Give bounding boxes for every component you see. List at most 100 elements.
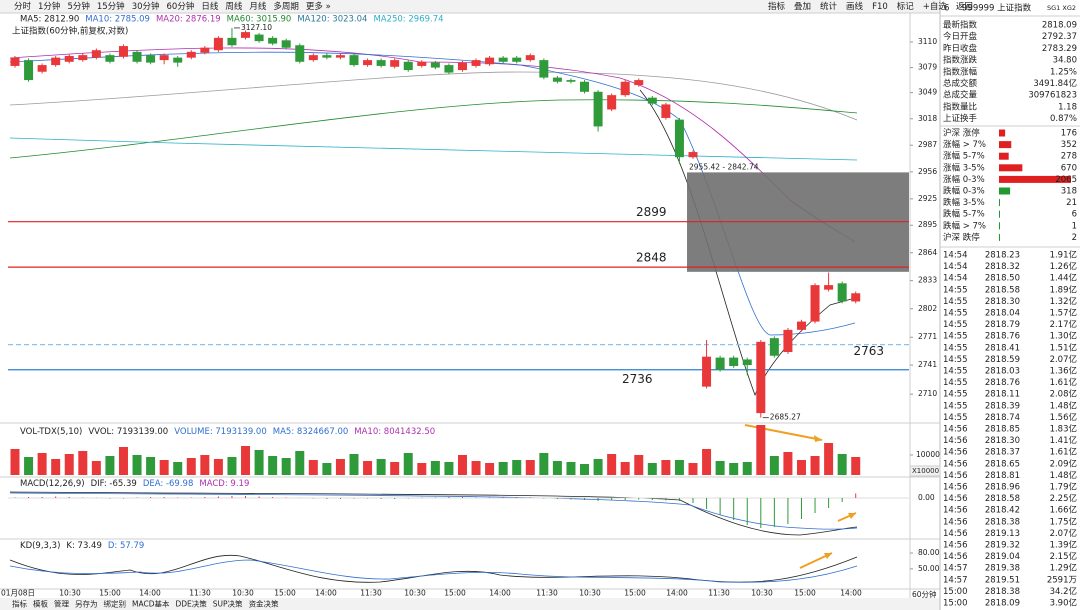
trade-price: 2818.37 [985,448,1020,458]
bottom-tab[interactable]: 模板 [33,599,48,609]
trade-volume: 1.91亿 [1050,250,1077,261]
bottom-tab[interactable]: 资金决策 [249,599,279,609]
candle-body [78,55,88,61]
candle-body [390,60,400,67]
tool-button[interactable]: F10 [872,2,888,12]
y-tick-label: 3079 [918,63,937,72]
macd-curve [9,492,858,530]
level-label: 2736 [622,372,653,386]
volume-bar [403,453,413,475]
trade-volume: 2.07亿 [1050,528,1077,539]
trade-price: 2818.85 [985,425,1020,435]
bottom-tab[interactable]: SUP决策 [213,599,243,609]
header-item: MA5: 8324667.00 [273,427,349,437]
quote-label: 今日开盘 [943,31,978,42]
candle-body [254,34,264,42]
period-select[interactable]: 60分钟 [912,589,937,599]
y-tick-label: 2864 [918,248,937,257]
trade-time: 14:55 [943,309,968,319]
trade-time: 14:56 [943,483,968,493]
tool-button[interactable]: +自选 [923,1,948,12]
candle-body [173,57,183,63]
volume-bar [281,458,291,475]
quote-value: 1.18 [1058,102,1077,112]
trade-time: 14:55 [943,332,968,342]
trade-price: 2818.30 [985,297,1020,307]
candle-body [729,357,739,366]
tool-button[interactable]: 返回 [956,1,973,12]
breadth-label: 跌幅 3-5% [943,197,985,208]
header-item: VVOL: 7193139.00 [88,427,168,437]
volume-bar [837,454,847,475]
bottom-tab[interactable]: 管理 [54,599,69,609]
tool-button[interactable]: 统计 [820,1,838,12]
y-tick-label: 0.00 [918,493,935,502]
period-tab[interactable]: 5分钟 [67,1,89,12]
trade-volume: 1.36亿 [1050,366,1077,377]
period-tab[interactable]: 周线 [225,1,243,12]
x-tick-label: 10:30 [579,589,601,598]
tool-button[interactable]: 标记 [897,1,915,12]
breadth-bar [999,233,1000,241]
period-tab[interactable]: 月线 [249,1,267,12]
candle-body [186,51,196,58]
period-tab[interactable]: 多周期 [273,1,299,12]
volume-bar [363,461,373,475]
candle-body [485,57,495,65]
volume-bar [756,425,766,475]
trade-time: 15:00 [943,599,968,609]
period-tab[interactable]: 15分钟 [97,1,125,12]
header-item: VOL-TDX(5,10) [20,427,82,437]
candle-body [688,152,698,158]
candle-body [105,55,115,62]
period-tab[interactable]: 日线 [201,1,219,12]
header-item: MA5: 2812.90 [20,14,79,24]
trade-volume: 2.09亿 [1050,458,1077,469]
y-tick-label: 3049 [918,88,937,97]
candle-body [349,55,359,66]
period-tab[interactable]: 30分钟 [132,1,160,12]
volume-bar [702,449,712,475]
y-tick-label: 2771 [918,332,937,341]
trade-volume: 1.30亿 [1050,331,1077,342]
period-tab[interactable]: 1分钟 [38,1,60,12]
candle-body [634,80,644,86]
trade-volume: 1.83亿 [1050,424,1077,435]
period-tab[interactable]: 更多 » [306,1,331,12]
trade-time: 14:56 [943,552,968,562]
x-tick-label: 15:00 [444,589,466,598]
bottom-tab[interactable]: 另存为 [75,599,98,609]
candle-body [444,65,454,73]
x-tick-label: 14:00 [139,589,161,598]
trade-volume: 34.2亿 [1050,586,1077,597]
x-tick-label: 15:00 [794,589,816,598]
tool-button[interactable]: 指标 [768,1,786,12]
volume-bar [159,460,169,475]
trade-price: 2818.32 [985,262,1020,272]
y-tick-label: 2925 [918,194,937,203]
tool-button[interactable]: 叠加 [794,1,811,12]
candle-body [783,329,793,353]
indicator-header: MACD(12,26,9) DIF: -65.39 DEA: -69.98 MACD:… [20,479,249,489]
bottom-tab[interactable]: DDE决策 [175,599,207,609]
period-tab[interactable]: 分时 [14,1,32,12]
bottom-tab[interactable]: 绑定别 [104,599,127,609]
bottom-tab[interactable]: 指标 [12,599,27,609]
volume-bar [430,461,440,475]
y-tick-label: 2956 [918,167,937,176]
volume-bar [105,456,115,475]
x-tick-label: 14:00 [489,589,511,598]
breadth-bar [999,164,1023,172]
volume-bar [200,455,210,475]
trade-volume: 1.26亿 [1050,261,1077,272]
trade-price: 2818.79 [985,320,1020,330]
period-tab[interactable]: 60分钟 [167,1,195,12]
volume-bar [552,461,562,475]
breadth-bar [999,210,1000,218]
volume-bar [173,462,183,475]
bottom-tab[interactable]: MACD基本 [132,599,170,609]
header-item: VOLUME: 7193139.00 [174,427,267,437]
breadth-label: 涨幅 3-5% [943,162,985,173]
trade-price: 2818.76 [985,332,1020,342]
tool-button[interactable]: 画线 [846,1,864,12]
